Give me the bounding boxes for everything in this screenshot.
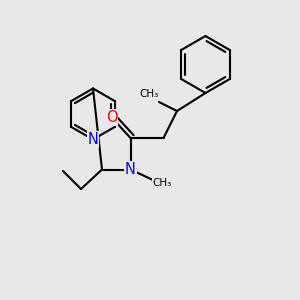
Text: O: O [106,110,117,125]
Text: CH₃: CH₃ [140,89,159,100]
Text: CH₃: CH₃ [152,178,172,188]
Text: N: N [125,162,136,177]
Text: N: N [88,132,98,147]
